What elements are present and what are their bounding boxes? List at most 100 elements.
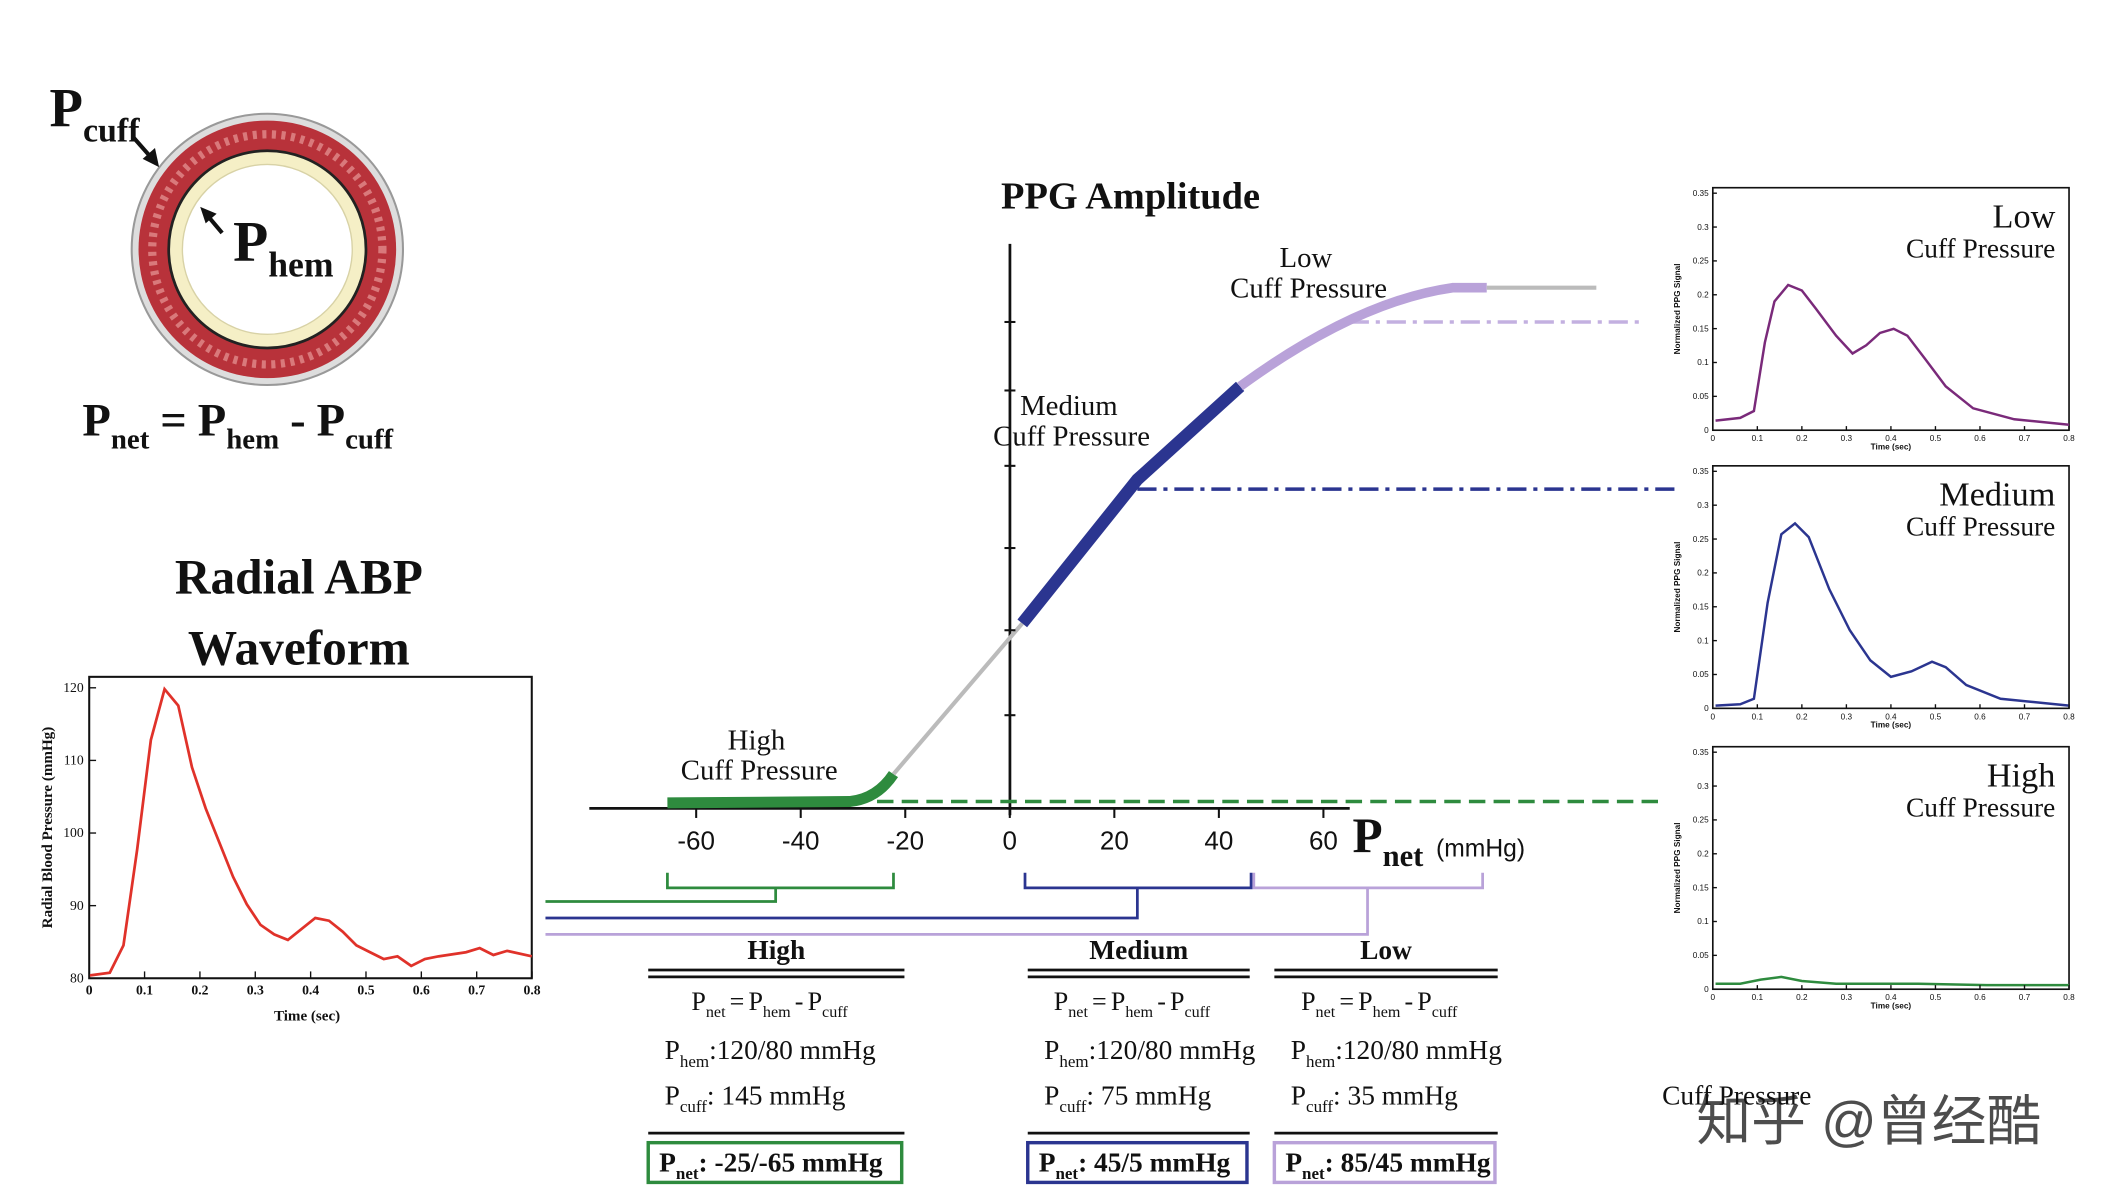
ppg-panel-y-tick-label: 0.15 bbox=[1693, 603, 1709, 612]
text-part: - bbox=[290, 395, 306, 447]
abp-y-tick-label: 90 bbox=[70, 898, 84, 913]
case-formula: Pnet = Phem - Pcuff bbox=[1301, 987, 1458, 1021]
text-part: : 45/5 mmHg bbox=[1078, 1147, 1230, 1177]
vessel-lumen bbox=[181, 163, 353, 335]
text-part: net bbox=[1383, 839, 1425, 873]
ppg-panel-y-label: Normalized PPG Signal bbox=[1673, 542, 1682, 633]
high-bracket bbox=[545, 872, 895, 903]
text-part: cuff bbox=[680, 1097, 707, 1116]
low-segment bbox=[1237, 282, 1487, 391]
case-name: Medium bbox=[1089, 935, 1188, 965]
ppg-panel-y-tick-label: 0.2 bbox=[1697, 291, 1709, 300]
ppg-curve bbox=[589, 243, 1675, 816]
abp-frame bbox=[88, 675, 533, 980]
ppg-panel-waveform bbox=[1715, 283, 2070, 426]
ppg-annotation: Cuff Pressure bbox=[681, 755, 838, 787]
ppg-x-tick-label: 20 bbox=[1100, 825, 1129, 855]
ppg-panel-x-tick-label: 0.3 bbox=[1841, 993, 1853, 1002]
case-name: Low bbox=[1360, 935, 1412, 965]
ppg-panel-y-tick-label: 0.05 bbox=[1693, 392, 1709, 401]
ppg-panel-waveform bbox=[1715, 521, 2070, 707]
text-part: hem bbox=[268, 244, 334, 284]
abp-y-tick-label: 80 bbox=[70, 970, 84, 985]
ppg-panel-frame bbox=[1711, 745, 2070, 991]
ppg-panel-y-tick-label: 0.3 bbox=[1697, 782, 1709, 791]
ppg-panel-x-tick-label: 0.3 bbox=[1841, 712, 1853, 721]
case-net: Pnet: 85/45 mmHg bbox=[1285, 1147, 1491, 1183]
case-cuff: Pcuff: 35 mmHg bbox=[1291, 1080, 1458, 1116]
text-part: hem bbox=[1373, 1004, 1401, 1021]
text-part: hem bbox=[1059, 1052, 1088, 1071]
case-net-box bbox=[1026, 1140, 1249, 1185]
ppg-x-tick-label: -20 bbox=[886, 825, 924, 855]
text-part: P bbox=[665, 1080, 680, 1110]
text-part: P bbox=[748, 987, 762, 1016]
text-part: P bbox=[691, 987, 705, 1016]
ppg-panel-x-label: Time (sec) bbox=[1871, 442, 1912, 451]
ppg-panel-x-tick-label: 0.6 bbox=[1974, 993, 1986, 1002]
text-part: P bbox=[1170, 987, 1184, 1016]
ppg-panel-x-tick-label: 0.8 bbox=[2063, 434, 2075, 443]
text-part: P bbox=[1301, 987, 1315, 1016]
ppg-panel-x-tick-label: 0.2 bbox=[1796, 993, 1808, 1002]
case-net-box bbox=[1272, 1140, 1497, 1185]
case-hem: Phem:120/80 mmHg bbox=[1291, 1035, 1502, 1071]
text-part: cuff bbox=[83, 112, 140, 149]
abp-x-tick-label: 0 bbox=[86, 983, 93, 998]
ppg-panel-y-tick-label: 0.1 bbox=[1697, 636, 1709, 645]
ppg-panel-x-tick-label: 0.5 bbox=[1930, 712, 1942, 721]
text-part: P bbox=[82, 395, 110, 447]
text-part: P bbox=[1044, 1035, 1059, 1065]
text-part: P bbox=[198, 395, 226, 447]
vessel-wall-texture bbox=[148, 130, 387, 369]
text-part: cuff bbox=[822, 1004, 848, 1021]
abp-x-tick-label: 0.8 bbox=[523, 983, 540, 998]
transition-segment bbox=[891, 622, 1024, 776]
text-part: P bbox=[659, 1147, 676, 1177]
ppg-panel-x-tick-label: 0.8 bbox=[2063, 712, 2075, 721]
abp-x-tick-label: 0.1 bbox=[136, 983, 153, 998]
ppg-x-tick-label: 60 bbox=[1309, 825, 1338, 855]
hem-label: Phem bbox=[233, 210, 334, 284]
ppg-panel-y-tick-label: 0 bbox=[1704, 985, 1709, 994]
text-part: hem bbox=[1125, 1004, 1153, 1021]
abp-x-tick-label: 0.3 bbox=[247, 983, 264, 998]
text-part: = bbox=[1339, 987, 1354, 1016]
text-part: = bbox=[730, 987, 745, 1016]
text-part: net bbox=[1055, 1164, 1078, 1183]
cuff-label: Pcuff bbox=[49, 77, 140, 149]
text-part: P bbox=[808, 987, 822, 1016]
hem-arrowhead bbox=[200, 206, 217, 224]
text-part: P bbox=[317, 395, 345, 447]
watermark: 知乎 @曾经酷 bbox=[1696, 1090, 2041, 1152]
text-part: : 75 mmHg bbox=[1086, 1080, 1211, 1110]
ppg-panel-y-tick-label: 0.3 bbox=[1697, 223, 1709, 232]
text-part: cuff bbox=[1432, 1004, 1458, 1021]
text-part: : 145 mmHg bbox=[707, 1080, 846, 1110]
ppg-panel-y-label: Normalized PPG Signal bbox=[1673, 823, 1682, 914]
ppg-panel-x-tick-label: 0.2 bbox=[1796, 434, 1808, 443]
ppg-panel-title: Low bbox=[1993, 197, 2056, 235]
net-equation: Pnet = Phem - Pcuff bbox=[82, 395, 393, 456]
ppg-panel-x-tick-label: 0 bbox=[1711, 712, 1716, 721]
ppg-panel-x-tick-label: 0.7 bbox=[2019, 712, 2031, 721]
ppg-panel-x-tick-label: 0.3 bbox=[1841, 434, 1853, 443]
ppg-title: PPG Amplitude bbox=[1001, 175, 1260, 217]
ppg-panel-title: Cuff Pressure bbox=[1906, 234, 2055, 264]
text-part: P bbox=[1291, 1080, 1306, 1110]
ppg-panel-y-tick-label: 0.05 bbox=[1693, 951, 1709, 960]
text-part: :120/80 mmHg bbox=[709, 1035, 876, 1065]
text-part: P bbox=[49, 77, 82, 138]
text-part: P bbox=[233, 210, 268, 273]
ppg-annotation: Medium bbox=[1020, 390, 1117, 422]
high-segment bbox=[667, 770, 899, 809]
ppg-panel-y-tick-label: 0.05 bbox=[1693, 670, 1709, 679]
ppg-panel-x-label: Time (sec) bbox=[1871, 721, 1912, 730]
text-part: P bbox=[1039, 1147, 1056, 1177]
case-hem: Phem:120/80 mmHg bbox=[665, 1035, 876, 1071]
text-part: P bbox=[665, 1035, 680, 1065]
text-part: P bbox=[1358, 987, 1372, 1016]
ppg-panel-y-tick-label: 0.35 bbox=[1693, 189, 1709, 198]
